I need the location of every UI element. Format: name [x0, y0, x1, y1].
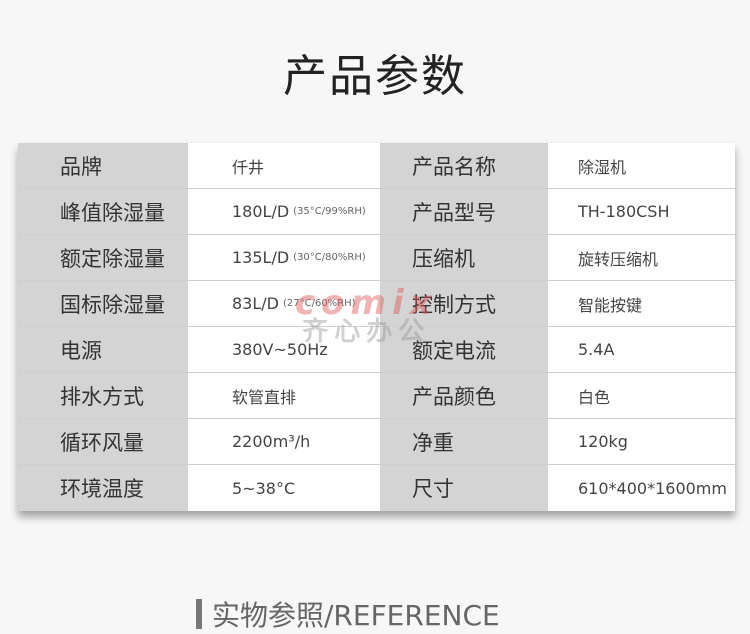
param-label: 环境温度	[18, 465, 188, 511]
table-row: 国标除湿量 83L/D (27°C/60%RH) 控制方式 智能按键	[18, 281, 735, 327]
param-value-text: 5~38°C	[232, 478, 296, 498]
param-label: 压缩机	[380, 235, 548, 280]
table-row: 排水方式 软管直排 产品颜色 白色	[18, 373, 735, 419]
param-value: 120kg	[548, 419, 735, 464]
reference-label: 实物参照/REFERENCE	[212, 599, 500, 632]
param-label: 控制方式	[380, 281, 548, 326]
param-value: 除湿机	[548, 143, 735, 188]
table-row: 品牌 仟井 产品名称 除湿机	[18, 143, 735, 189]
table-row: 循环风量 2200m³/h 净重 120kg	[18, 419, 735, 465]
param-value: 旋转压缩机	[548, 235, 735, 280]
param-condition: (35°C/99%RH)	[293, 206, 366, 217]
param-label: 循环风量	[18, 419, 188, 464]
param-value-text: TH-180CSH	[578, 202, 670, 221]
param-label-text: 压缩机	[412, 246, 475, 271]
param-label-text: 产品型号	[412, 200, 496, 225]
param-value-text: 83L/D	[232, 294, 279, 313]
param-value: 5~38°C	[188, 465, 380, 511]
param-label: 峰值除湿量	[18, 189, 188, 234]
param-value: 2200m³/h	[188, 419, 380, 464]
param-value-text: 120kg	[578, 432, 628, 451]
page-title: 产品参数	[283, 51, 467, 102]
param-value: 5.4A	[548, 327, 735, 372]
param-label-text: 额定除湿量	[60, 246, 165, 271]
param-value: 83L/D (27°C/60%RH)	[188, 281, 380, 326]
param-label-text: 尺寸	[412, 477, 454, 501]
param-value: TH-180CSH	[548, 189, 735, 234]
param-value-text: 180L/D	[232, 202, 290, 221]
param-value-text: 2200m³/h	[232, 432, 311, 451]
param-value-text: 软管直排	[232, 387, 297, 407]
param-label: 电源	[18, 327, 188, 372]
param-condition: (27°C/60%RH)	[282, 298, 356, 309]
param-value: 软管直排	[188, 373, 380, 418]
param-label-text: 电源	[60, 338, 102, 363]
param-condition: (30°C/80%RH)	[293, 252, 366, 263]
param-value-text: 除湿机	[578, 157, 627, 177]
spec-table: 品牌 仟井 产品名称 除湿机峰值除湿量 180L/D (35°C/99%RH) 产品型号 TH…	[18, 143, 735, 511]
param-label-text: 净重	[412, 430, 454, 455]
param-value-text: 135L/D	[232, 248, 290, 267]
param-value: 智能按键	[548, 281, 735, 326]
param-value-text: 610*400*1600mm	[578, 478, 727, 498]
param-value: 135L/D (30°C/80%RH)	[188, 235, 380, 280]
param-label-text: 峰值除湿量	[60, 200, 165, 225]
param-value-text: 旋转压缩机	[578, 249, 659, 269]
param-label: 品牌	[18, 143, 188, 188]
param-value: 180L/D (35°C/99%RH)	[188, 189, 380, 234]
param-label: 国标除湿量	[18, 281, 188, 326]
param-label: 尺寸	[380, 465, 548, 511]
param-value-text: 白色	[578, 387, 611, 407]
param-value: 380V~50Hz	[188, 327, 380, 372]
param-value: 610*400*1600mm	[548, 465, 735, 511]
param-label: 产品颜色	[380, 373, 548, 418]
param-label-text: 额定电流	[412, 338, 496, 363]
param-label-text: 控制方式	[412, 292, 496, 317]
table-row: 额定除湿量 135L/D (30°C/80%RH) 压缩机 旋转压缩机	[18, 235, 735, 281]
table-row: 峰值除湿量 180L/D (35°C/99%RH) 产品型号 TH-180CSH	[18, 189, 735, 235]
param-value-text: 380V~50Hz	[232, 340, 328, 359]
reference-heading: 实物参照/REFERENCE	[196, 594, 500, 634]
param-value-text: 5.4A	[578, 340, 615, 359]
param-label-text: 产品颜色	[412, 384, 496, 409]
param-label: 净重	[380, 419, 548, 464]
param-value-text: 仟井	[232, 157, 265, 177]
table-row: 环境温度 5~38°C 尺寸 610*400*1600mm	[18, 465, 735, 511]
param-label: 额定电流	[380, 327, 548, 372]
param-label-text: 产品名称	[412, 154, 496, 179]
param-label-text: 环境温度	[60, 477, 144, 501]
param-label: 排水方式	[18, 373, 188, 418]
param-value: 白色	[548, 373, 735, 418]
param-label: 额定除湿量	[18, 235, 188, 280]
table-row: 电源 380V~50Hz 额定电流 5.4A	[18, 327, 735, 373]
param-label-text: 品牌	[60, 154, 102, 179]
param-label-text: 循环风量	[60, 430, 144, 455]
heading-bar	[196, 599, 202, 629]
param-value: 仟井	[188, 143, 380, 188]
param-label-text: 排水方式	[60, 384, 144, 409]
param-label: 产品型号	[380, 189, 548, 234]
param-label: 产品名称	[380, 143, 548, 188]
param-value-text: 智能按键	[578, 295, 643, 315]
param-label-text: 国标除湿量	[60, 292, 165, 317]
